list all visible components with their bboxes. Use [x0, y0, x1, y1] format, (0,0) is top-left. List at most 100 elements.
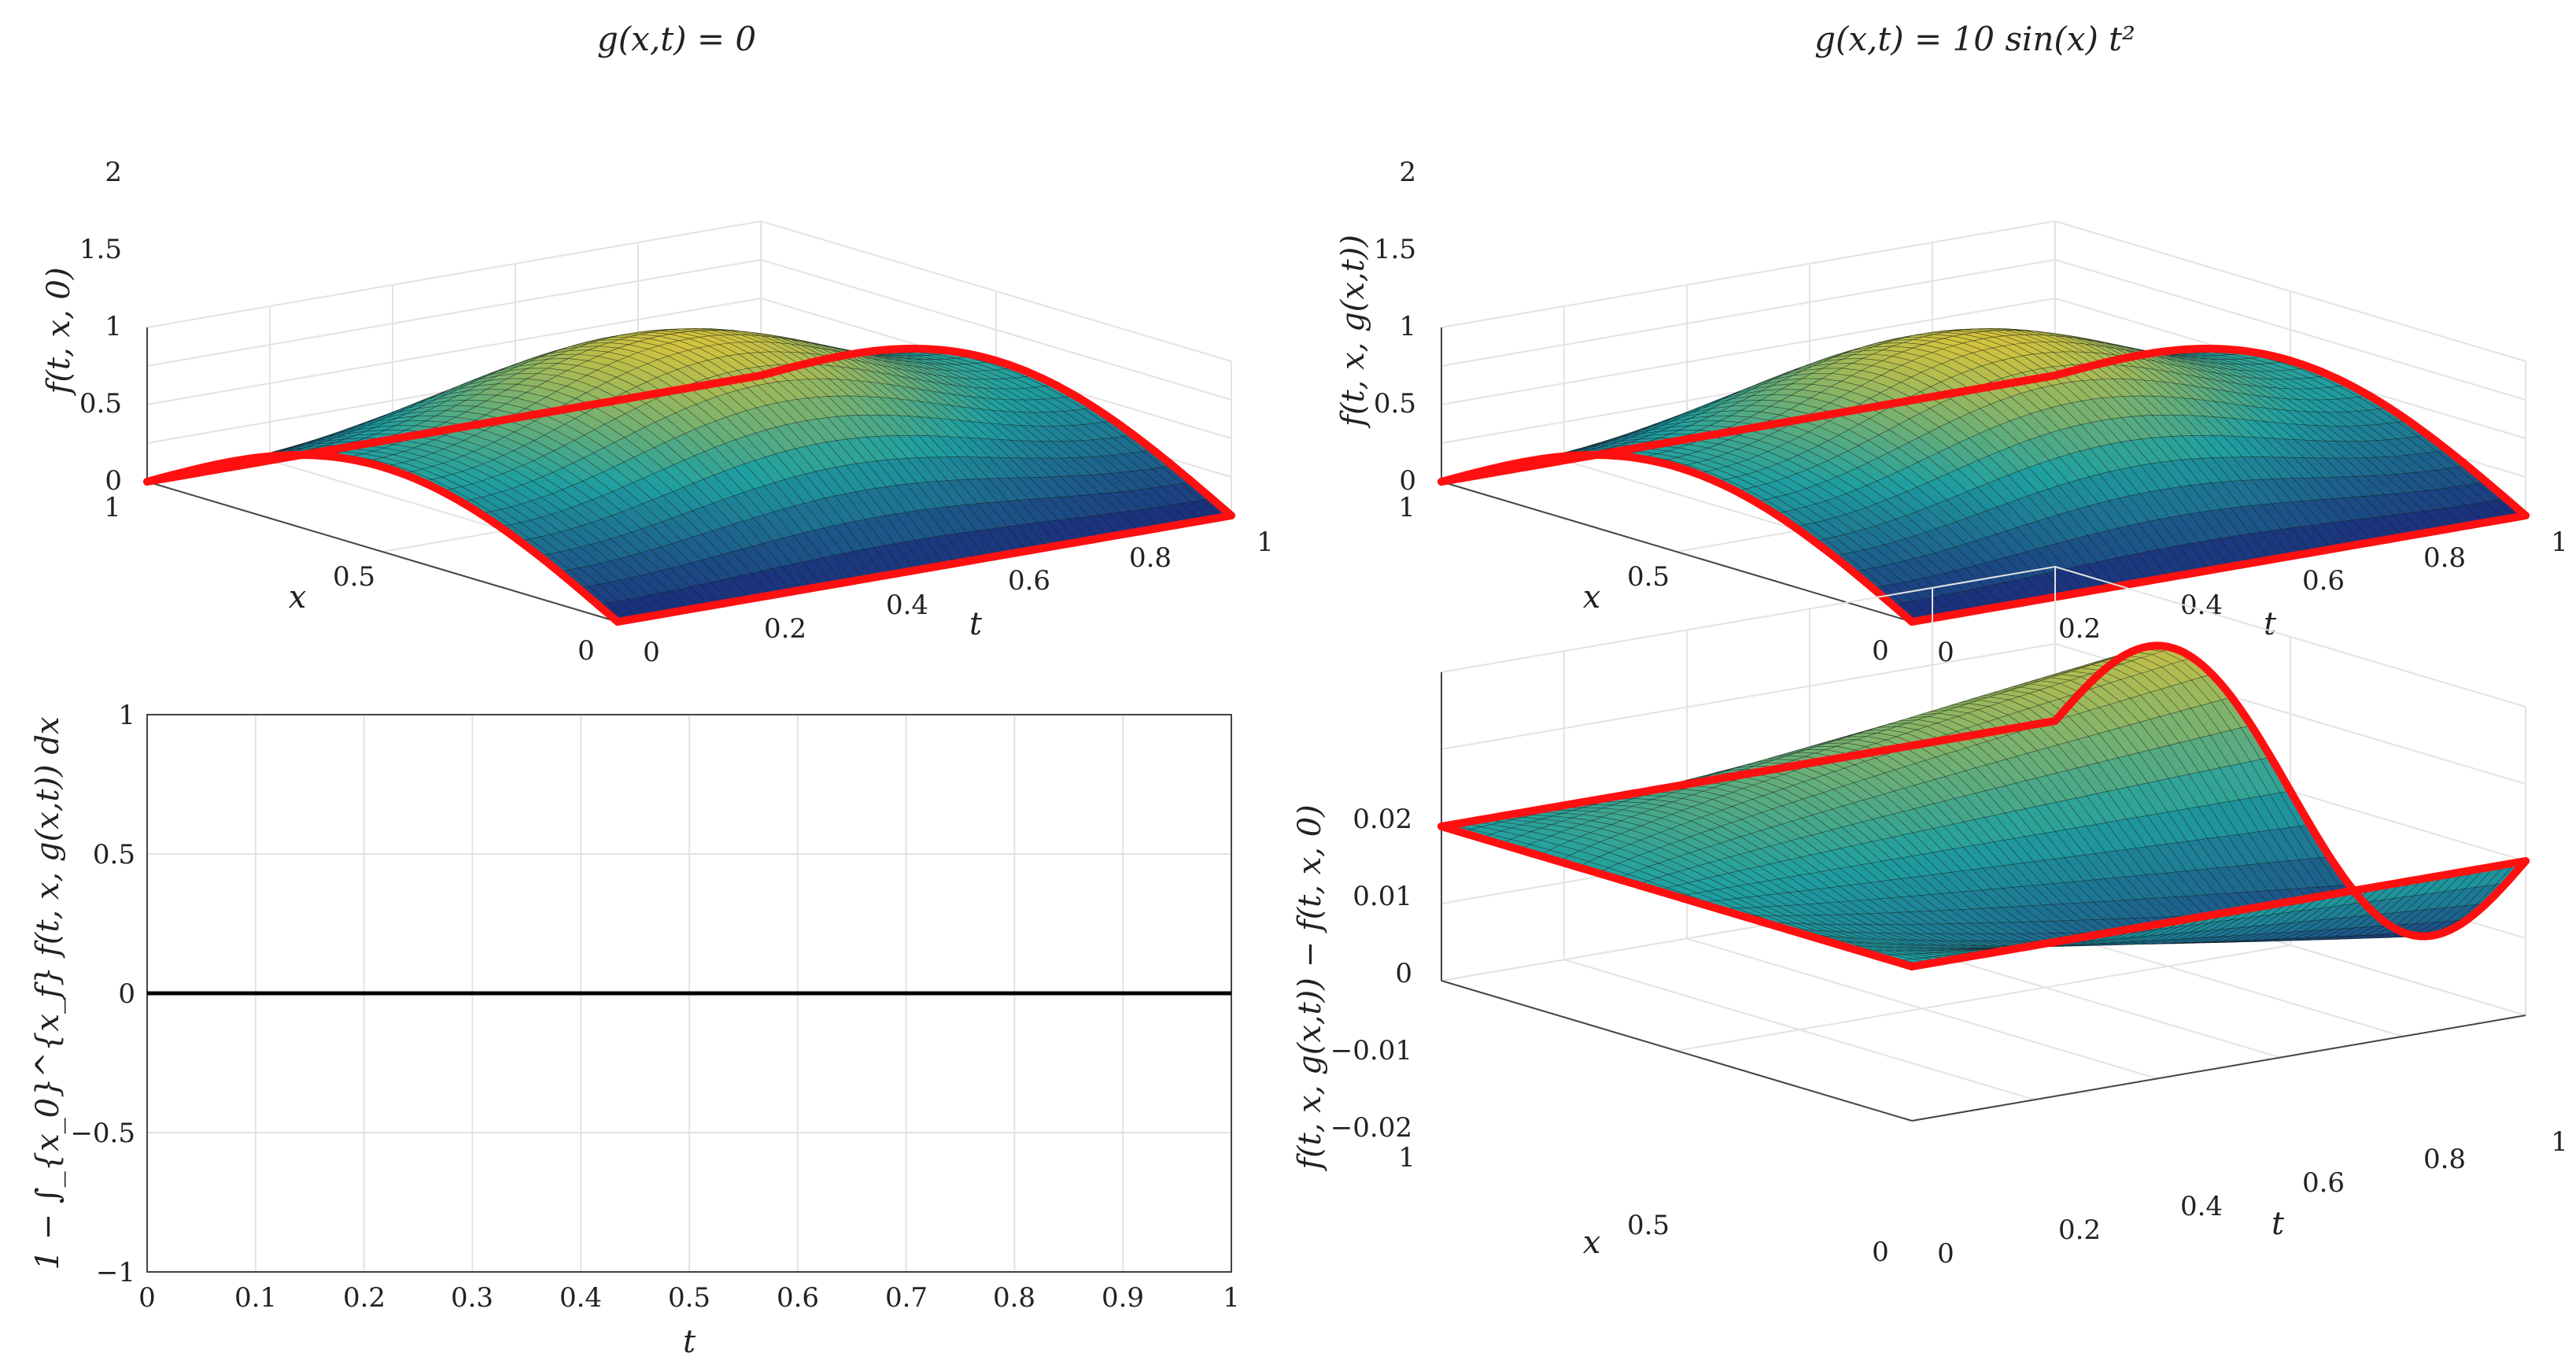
x-tick-label: 0.6 — [777, 1282, 819, 1314]
t-tick-label: 0 — [1937, 637, 1954, 668]
t-ticks-top-right: 0 0.2 0.4 0.6 0.8 1 — [1937, 527, 2568, 668]
z-tick-label: 1 — [105, 311, 122, 342]
z-tick-label: 1.5 — [1374, 234, 1416, 265]
y-tick-label: 1 — [118, 700, 135, 731]
boundary-edge-x0 — [1908, 857, 2530, 970]
t-tick-label: 0.2 — [764, 613, 806, 645]
y-axis-label-bottom-left: 1 − ∫_{x_0}^{x_f} f(t, x, g(x,t)) dx — [30, 716, 66, 1270]
x-tick-label: 0.8 — [993, 1282, 1035, 1314]
grid-line — [1676, 944, 2291, 1052]
x-tick-label: 0.5 — [668, 1282, 710, 1314]
z-tick-label: 1.5 — [79, 234, 122, 265]
surface-mesh-top-left — [143, 327, 1235, 626]
y-tick-label: 0 — [118, 978, 135, 1010]
boundary-edge-t0 — [1437, 451, 1916, 626]
z-tick-label: 0.02 — [1353, 804, 1412, 835]
y-tick-label: 0.5 — [93, 839, 135, 871]
t-tick-label: 0.8 — [1129, 542, 1172, 574]
plot-title-top-right: g(x,t) = 10 sin(x) t² — [1814, 20, 2135, 58]
y-ticks-bottom-left: −1 −0.5 0 0.5 1 — [70, 700, 135, 1288]
z-tick-label: −0.01 — [1330, 1035, 1412, 1066]
surface-mesh-top-right — [1437, 327, 2530, 626]
t-tick-label: 1 — [2551, 1126, 2568, 1158]
x-axis-label-top-right: x — [1583, 579, 1601, 615]
boundary-edge-x1 — [143, 371, 765, 486]
z-tick-label: 0 — [1395, 958, 1412, 989]
x-tick-label: 0 — [1872, 635, 1889, 667]
z-axis-label-top-right: f(t, x, g(x,t)) — [1335, 235, 1371, 429]
t-tick-label: 0 — [1937, 1238, 1954, 1270]
z-tick-label: 2 — [1399, 157, 1416, 188]
x-tick-label: 0 — [578, 635, 595, 667]
z-tick-label: 0 — [105, 465, 122, 497]
surface-plot-top-left: g(x,t) = 0 0 0.5 1 1.5 2 0 0.5 1 0 0.2 0… — [41, 20, 1274, 668]
z-axis-label-bottom-right: f(t, x, g(x,t)) − f(t, x, 0) — [1292, 804, 1328, 1172]
t-ticks-bottom-right: 0 0.2 0.4 0.6 0.8 1 — [1937, 1126, 2568, 1270]
z-ticks-top-left: 0 0.5 1 1.5 2 — [79, 157, 122, 497]
x-tick-label: 0.4 — [559, 1282, 602, 1314]
x-axis-line — [1441, 980, 1913, 1122]
x-tick-label: 0.3 — [451, 1282, 493, 1314]
x-ticks-bottom-right: 0 0.5 1 — [1398, 1142, 1889, 1268]
x-tick-label: 0.7 — [885, 1282, 928, 1314]
x-tick-label: 0.5 — [1627, 561, 1670, 593]
t-tick-label: 0.6 — [1008, 565, 1050, 597]
surface-plot-bottom-right: −0.02 −0.01 0 0.01 0.02 0 0.5 1 0 0.2 0.… — [1292, 565, 2568, 1270]
x-tick-label: 0.5 — [1627, 1210, 1670, 1241]
boundary-edge-x0 — [614, 512, 1235, 626]
t-tick-label: 0.4 — [886, 590, 928, 621]
t-axis-label-bottom-right: t — [2272, 1206, 2285, 1242]
t-tick-label: 0.4 — [2180, 1191, 2223, 1222]
surface-mesh-bottom-right — [1437, 641, 2530, 970]
x-tick-label: 1 — [1398, 1142, 1415, 1174]
x-ticks-top-left: 0 0.5 1 — [104, 492, 595, 667]
x-axis-line — [1441, 481, 1913, 623]
x-tick-label: 1 — [104, 492, 121, 523]
x-tick-label: 0 — [1872, 1236, 1889, 1268]
t-axis-label-top-right: t — [2264, 606, 2277, 642]
x-axis-label-bottom-right: x — [1583, 1225, 1601, 1261]
boundary-edge-t0 — [143, 451, 622, 626]
z-tick-label: 0.01 — [1353, 881, 1412, 912]
x-tick-label: 0.5 — [333, 561, 375, 593]
x-ticks-top-right: 0 0.5 1 — [1398, 492, 1889, 667]
x-axis-label-top-left: x — [289, 579, 307, 615]
x-tick-label: 0.9 — [1102, 1282, 1144, 1314]
t-tick-label: 1 — [1257, 527, 1274, 558]
t-tick-label: 0.2 — [2058, 613, 2101, 645]
t-tick-label: 0.6 — [2302, 1167, 2345, 1199]
boundary-edge-t1 — [757, 345, 1235, 519]
z-tick-label: 2 — [105, 157, 122, 188]
surface-plot-top-right: g(x,t) = 10 sin(x) t² 0 0.5 1 1.5 2 0 0.… — [1335, 20, 2568, 668]
t-tick-label: 0.6 — [2302, 565, 2345, 597]
t-axis-label-top-left: t — [969, 606, 983, 642]
z-tick-label: 1 — [1399, 311, 1416, 342]
t-ticks-top-left: 0 0.2 0.4 0.6 0.8 1 — [643, 527, 1274, 668]
t-tick-label: 0.8 — [2423, 1144, 2466, 1175]
y-tick-label: −0.5 — [70, 1118, 135, 1149]
boundary-edge-t0 — [1437, 822, 1916, 970]
t-tick-label: 1 — [2551, 527, 2568, 558]
x-tick-label: 1 — [1398, 492, 1415, 523]
x-axis-label-bottom-left: t — [683, 1324, 696, 1360]
z-tick-label: 0.5 — [1374, 388, 1416, 420]
boundary-edge-x1 — [1437, 717, 2059, 830]
boundary-edge-t1 — [2051, 641, 2530, 941]
t-tick-label: 0 — [643, 637, 660, 668]
z-tick-label: 0 — [1399, 465, 1416, 497]
x-ticks-bottom-left: 0 0.1 0.2 0.3 0.4 0.5 0.6 0.7 0.8 0.9 1 — [138, 1282, 1240, 1314]
plot-title-top-left: g(x,t) = 0 — [597, 20, 756, 58]
line-plot-bottom-left: 0 0.1 0.2 0.3 0.4 0.5 0.6 0.7 0.8 0.9 1 … — [30, 700, 1240, 1360]
boundary-edge-t1 — [2051, 345, 2530, 519]
x-tick-label: 1 — [1223, 1282, 1240, 1314]
z-axis-label-top-left: f(t, x, 0) — [41, 268, 77, 397]
z-tick-label: −0.02 — [1330, 1112, 1412, 1144]
t-tick-label: 0.2 — [2058, 1214, 2101, 1246]
x-tick-label: 0.2 — [343, 1282, 386, 1314]
z-ticks-top-right: 0 0.5 1 1.5 2 — [1374, 157, 1416, 497]
t-axis-line — [1911, 1015, 2526, 1122]
t-tick-label: 0.8 — [2423, 542, 2466, 574]
z-ticks-bottom-right: −0.02 −0.01 0 0.01 0.02 — [1330, 804, 1412, 1144]
x-tick-label: 0 — [138, 1282, 156, 1314]
